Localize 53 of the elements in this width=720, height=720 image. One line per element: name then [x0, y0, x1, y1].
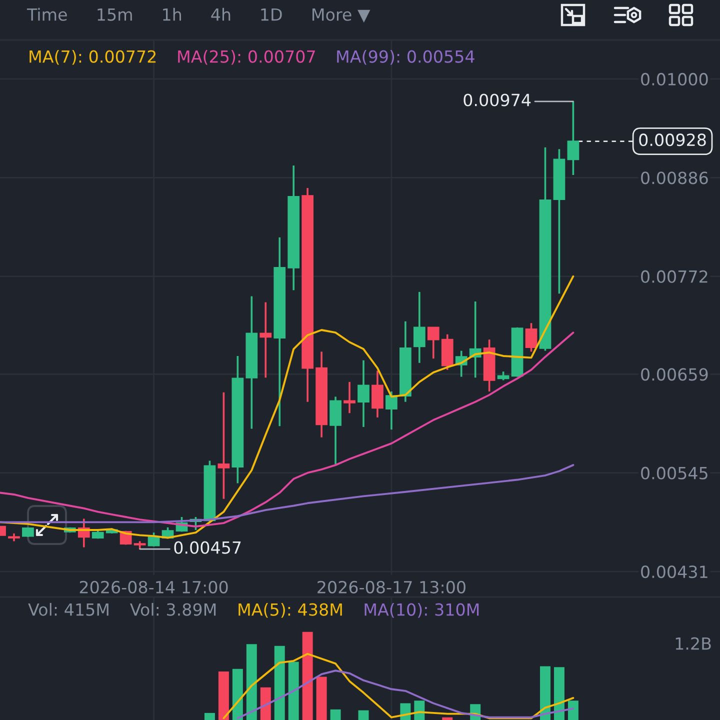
text: MA(7): 0.00772	[30, 50, 156, 65]
x-tick-label: 2026-08-14 17:00	[80, 580, 228, 594]
text: 1h	[163, 8, 181, 21]
bar	[442, 717, 453, 720]
text: MA(5): 438M	[238, 602, 342, 618]
candlestick	[413, 291, 426, 364]
bar	[260, 687, 271, 720]
x-tick-label: 2026-08-17 13:00	[318, 580, 466, 594]
text: 4h	[211, 8, 230, 21]
candlestick	[525, 322, 538, 353]
text: MA(10): 310M	[364, 602, 479, 618]
y-tick-label: 0.01000	[641, 72, 708, 86]
candlestick	[372, 370, 384, 418]
candlestick	[358, 359, 370, 428]
line-series	[0, 464, 574, 524]
annotation: 0.00974	[464, 94, 531, 106]
candlestick	[148, 532, 160, 548]
y-tick-label: 0.00886	[641, 172, 708, 184]
bar	[274, 646, 285, 720]
bar	[302, 632, 313, 720]
y-tick-label: 0.00431	[641, 566, 708, 578]
candlestick	[260, 301, 272, 379]
bar	[568, 700, 578, 720]
candlestick	[386, 390, 398, 430]
bar	[218, 672, 229, 720]
text: Time	[26, 8, 67, 21]
y-tick-label: 0.00545	[641, 466, 708, 480]
bar	[554, 667, 564, 720]
text: MA(99): 0.00554	[337, 50, 474, 65]
candlestick	[567, 100, 580, 176]
text: Vol: 3.89M	[130, 602, 216, 616]
text: Vol: 415M	[28, 602, 108, 616]
text: 15m	[98, 8, 132, 21]
candlestick	[344, 381, 356, 414]
bar	[540, 666, 550, 720]
bar	[232, 668, 243, 720]
y-tick-label: 0.00659	[641, 368, 708, 381]
y-tick-label: 0.00772	[641, 270, 708, 283]
text: More ▼	[312, 8, 370, 23]
bar	[414, 700, 425, 720]
candlestick	[427, 326, 440, 360]
ref-line-label: 0.00928	[639, 134, 706, 146]
bar	[316, 676, 327, 720]
text: 1D	[261, 8, 282, 21]
candlestick	[218, 391, 230, 500]
bar	[358, 710, 369, 720]
bar	[288, 662, 299, 720]
annotation: 0.00457	[174, 541, 241, 554]
text: MA(25): 0.00707	[178, 50, 315, 65]
annotation: 1.2B	[676, 637, 711, 650]
bar	[246, 644, 257, 720]
bar	[330, 709, 341, 720]
bar	[204, 712, 215, 720]
